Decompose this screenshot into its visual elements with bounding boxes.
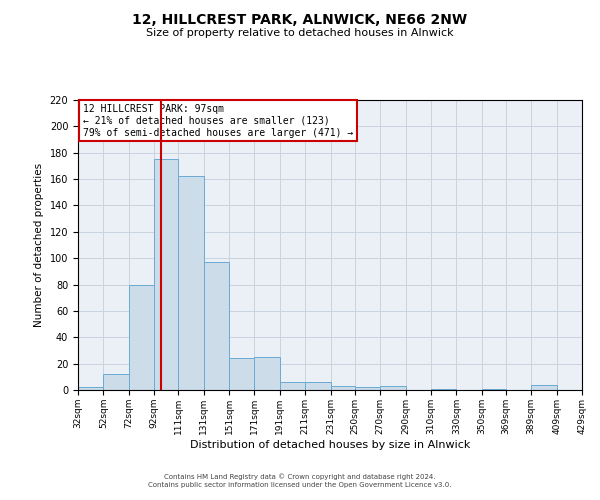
Bar bbox=[78, 388, 103, 390]
Bar bbox=[280, 382, 305, 390]
Bar bbox=[482, 388, 506, 390]
Bar bbox=[355, 388, 380, 390]
X-axis label: Distribution of detached houses by size in Alnwick: Distribution of detached houses by size … bbox=[190, 440, 470, 450]
Bar bbox=[331, 386, 355, 390]
Bar bbox=[203, 262, 229, 390]
Text: 12 HILLCREST PARK: 97sqm
← 21% of detached houses are smaller (123)
79% of semi-: 12 HILLCREST PARK: 97sqm ← 21% of detach… bbox=[83, 104, 353, 138]
Bar bbox=[305, 382, 331, 390]
Bar bbox=[431, 388, 457, 390]
Text: Contains HM Land Registry data © Crown copyright and database right 2024.
Contai: Contains HM Land Registry data © Crown c… bbox=[148, 474, 452, 488]
Bar bbox=[229, 358, 254, 390]
Bar bbox=[178, 176, 203, 390]
Text: 12, HILLCREST PARK, ALNWICK, NE66 2NW: 12, HILLCREST PARK, ALNWICK, NE66 2NW bbox=[133, 12, 467, 26]
Bar bbox=[154, 160, 178, 390]
Bar bbox=[254, 357, 280, 390]
Bar bbox=[380, 386, 406, 390]
Bar bbox=[129, 284, 154, 390]
Y-axis label: Number of detached properties: Number of detached properties bbox=[34, 163, 44, 327]
Bar bbox=[531, 384, 557, 390]
Text: Size of property relative to detached houses in Alnwick: Size of property relative to detached ho… bbox=[146, 28, 454, 38]
Bar bbox=[103, 374, 129, 390]
